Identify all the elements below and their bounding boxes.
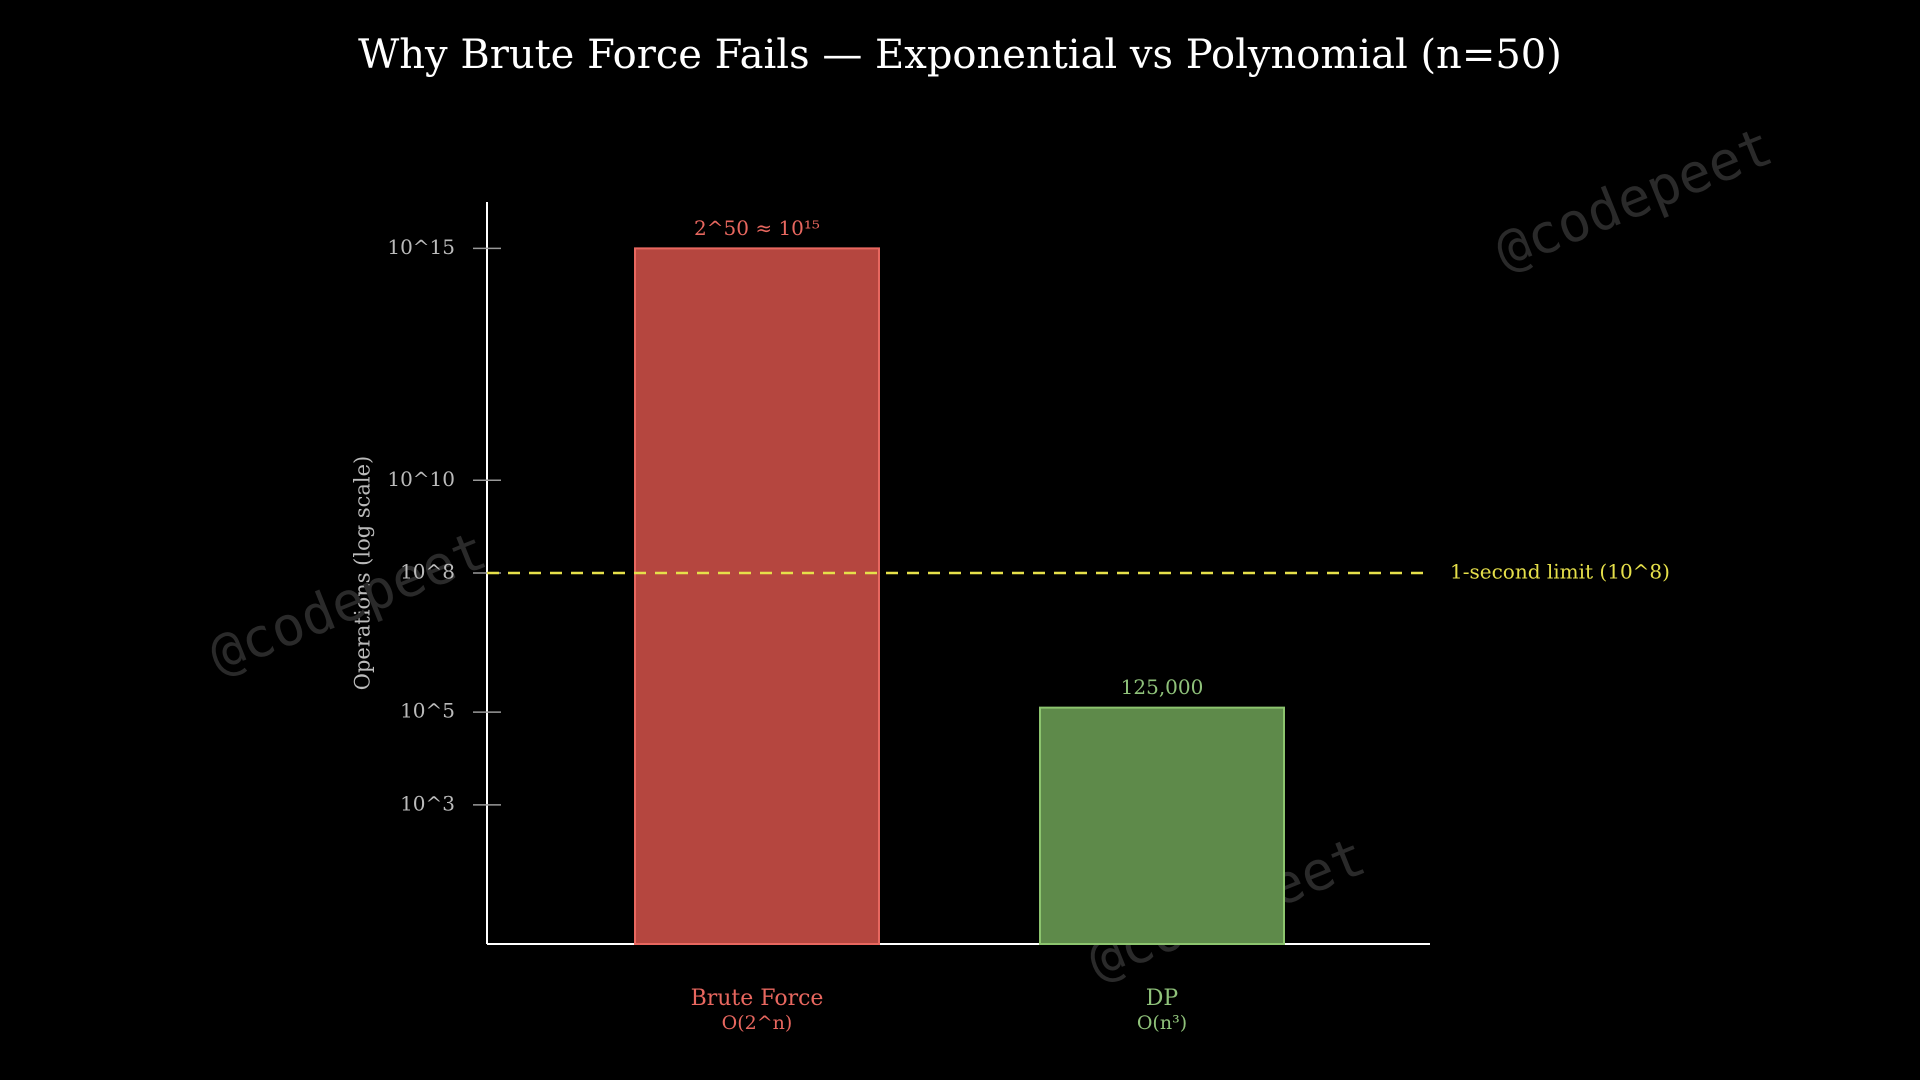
y-tick-label: 10^8: [400, 560, 455, 584]
x-tick-note: O(n³): [1137, 1012, 1187, 1034]
y-tick-label: 10^5: [400, 699, 455, 723]
x-tick-label: DP: [1146, 986, 1179, 1011]
x-tick-note: O(2^n): [722, 1012, 793, 1034]
y-tick-label: 10^10: [387, 467, 455, 491]
y-tick-label: 10^3: [400, 791, 455, 815]
bar: [634, 247, 880, 945]
y-axis-label: Operations (log scale): [351, 456, 375, 691]
value-label: 2^50 ≈ 10¹⁵: [694, 216, 820, 240]
x-tick-label: Brute Force: [691, 986, 824, 1011]
reference-label: 1-second limit (10^8): [1450, 560, 1670, 584]
chart-title: Why Brute Force Fails — Exponential vs P…: [358, 32, 1562, 78]
y-tick-label: 10^15: [387, 235, 455, 259]
value-label: 125,000: [1121, 675, 1204, 699]
bar: [1039, 706, 1285, 945]
